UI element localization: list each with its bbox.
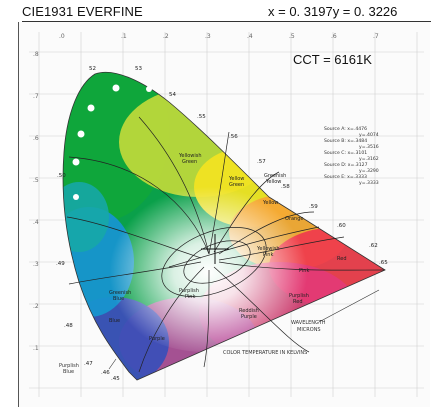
svg-text:.6: .6 xyxy=(331,33,337,40)
crosshair-icon xyxy=(201,234,229,264)
svg-text:.45: .45 xyxy=(111,376,120,382)
svg-text:Blue: Blue xyxy=(63,369,74,375)
svg-text:y=.3162: y=.3162 xyxy=(359,156,379,162)
svg-text:Red: Red xyxy=(293,299,303,305)
svg-text:Yellow: Yellow xyxy=(265,179,281,185)
svg-text:52: 52 xyxy=(89,66,96,72)
chromaticity-readout: x = 0. 3197y = 0. 3226 xyxy=(268,4,398,19)
svg-text:y=.3333: y=.3333 xyxy=(359,180,379,186)
wavelength-ticks: 52 53 54 .55 .56 .57 .58 .59 .60 .62 .65… xyxy=(56,66,388,382)
svg-text:.2: .2 xyxy=(163,33,169,40)
svg-text:Yellow: Yellow xyxy=(262,200,278,206)
purplish-blue-label: Purplish xyxy=(59,363,79,369)
title-bar: CIE1931 EVERFINE x = 0. 3197y = 0. 3226 xyxy=(0,0,431,22)
svg-text:Pink: Pink xyxy=(185,294,195,300)
svg-text:.5: .5 xyxy=(289,33,295,40)
ruler-ticks: .8 .7 .6 .5 .4 .3 .2 .1 .0 .1 .2 .3 .4 .… xyxy=(33,33,379,352)
app-title: CIE1931 EVERFINE xyxy=(22,4,143,19)
svg-text:54: 54 xyxy=(169,92,176,98)
svg-text:Purple: Purple xyxy=(149,336,165,342)
svg-text:y=.3516: y=.3516 xyxy=(359,144,379,150)
svg-text:.60: .60 xyxy=(337,223,346,229)
svg-text:Pink: Pink xyxy=(299,268,309,274)
svg-text:Reddish: Reddish xyxy=(239,308,259,314)
svg-text:Yellowish: Yellowish xyxy=(178,153,202,159)
svg-text:Yellow: Yellow xyxy=(228,176,244,182)
svg-text:Source C: x=.3101: Source C: x=.3101 xyxy=(324,150,367,156)
svg-text:.8: .8 xyxy=(33,51,39,58)
header-divider xyxy=(22,21,431,22)
cct-readout: CCT = 6161K xyxy=(293,52,372,67)
chromaticity-region xyxy=(63,72,386,380)
svg-text:.57: .57 xyxy=(257,159,266,165)
svg-text:MICRONS: MICRONS xyxy=(297,327,321,333)
svg-text:Green: Green xyxy=(182,159,197,165)
svg-text:.65: .65 xyxy=(379,260,388,266)
svg-text:.58: .58 xyxy=(281,184,290,190)
svg-text:.7: .7 xyxy=(33,93,39,100)
svg-text:.2: .2 xyxy=(33,303,39,310)
svg-text:.59: .59 xyxy=(309,204,318,210)
svg-text:.50: .50 xyxy=(57,173,66,179)
svg-text:Purplish: Purplish xyxy=(289,293,309,299)
svg-text:Blue: Blue xyxy=(109,318,120,324)
svg-text:.49: .49 xyxy=(56,261,65,267)
svg-text:.3: .3 xyxy=(205,33,211,40)
region-boundaries xyxy=(66,116,386,373)
svg-text:Green: Green xyxy=(229,182,244,188)
svg-text:Source E: x=.3333: Source E: x=.3333 xyxy=(324,174,367,180)
svg-text:y=.4074: y=.4074 xyxy=(359,132,379,138)
svg-text:.62: .62 xyxy=(369,243,378,249)
cie-diagram-panel[interactable]: .8 .7 .6 .5 .4 .3 .2 .1 .0 .1 .2 .3 .4 .… xyxy=(19,22,430,407)
svg-text:.4: .4 xyxy=(33,219,39,226)
spectral-locus xyxy=(62,71,386,381)
svg-text:.6: .6 xyxy=(33,135,39,142)
color-temp-label: COLOR TEMPERATURE IN KELVINS xyxy=(223,350,307,356)
svg-text:.47: .47 xyxy=(84,361,93,367)
svg-text:Greenish: Greenish xyxy=(109,290,131,296)
svg-text:.56: .56 xyxy=(229,134,238,140)
svg-text:.5: .5 xyxy=(33,177,39,184)
svg-text:Source B: x=.3484: Source B: x=.3484 xyxy=(324,138,367,144)
svg-text:Source A: x=.4476: Source A: x=.4476 xyxy=(324,126,367,132)
svg-text:Pink: Pink xyxy=(263,252,273,258)
sources-legend: Source A: x=.4476 y=.4074 Source B: x=.3… xyxy=(324,126,379,186)
svg-text:.46: .46 xyxy=(101,370,110,376)
svg-text:Orange: Orange xyxy=(285,216,303,222)
svg-text:Red: Red xyxy=(337,256,347,262)
cie-diagram-svg: .8 .7 .6 .5 .4 .3 .2 .1 .0 .1 .2 .3 .4 .… xyxy=(29,32,424,397)
svg-text:Purplish: Purplish xyxy=(179,288,199,294)
svg-text:.1: .1 xyxy=(33,345,39,352)
svg-text:.4: .4 xyxy=(247,33,253,40)
svg-text:Greenish: Greenish xyxy=(264,173,286,179)
svg-text:y=.3290: y=.3290 xyxy=(359,168,379,174)
svg-text:Blue: Blue xyxy=(113,296,124,302)
svg-text:.55: .55 xyxy=(197,114,206,120)
svg-text:.7: .7 xyxy=(373,33,379,40)
svg-text:53: 53 xyxy=(135,66,142,72)
svg-text:Source D: x=.3127: Source D: x=.3127 xyxy=(324,162,368,168)
svg-text:.1: .1 xyxy=(121,33,127,40)
svg-text:Purple: Purple xyxy=(241,314,257,320)
wavelength-label: WAVELENGTH xyxy=(291,320,326,326)
svg-text:.48: .48 xyxy=(64,323,73,329)
svg-text:Yellowish: Yellowish xyxy=(256,246,280,252)
left-border xyxy=(18,22,19,407)
sample-points xyxy=(72,84,152,200)
svg-text:.3: .3 xyxy=(33,261,39,268)
svg-text:.0: .0 xyxy=(59,33,65,40)
